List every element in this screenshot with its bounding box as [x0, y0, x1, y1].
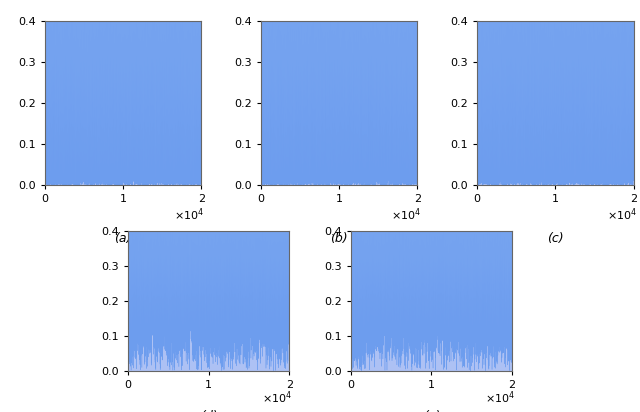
Text: (c): (c) [547, 232, 564, 245]
Text: (e): (e) [422, 410, 440, 412]
Text: $\times10^4$: $\times10^4$ [390, 207, 420, 223]
Text: $\times10^4$: $\times10^4$ [262, 389, 292, 405]
Text: $\times10^4$: $\times10^4$ [174, 207, 205, 223]
Text: $\times10^4$: $\times10^4$ [607, 207, 637, 223]
Text: (a): (a) [115, 232, 132, 245]
Text: (b): (b) [330, 232, 348, 245]
Text: $\times10^4$: $\times10^4$ [485, 389, 515, 405]
Text: (d): (d) [200, 410, 218, 412]
